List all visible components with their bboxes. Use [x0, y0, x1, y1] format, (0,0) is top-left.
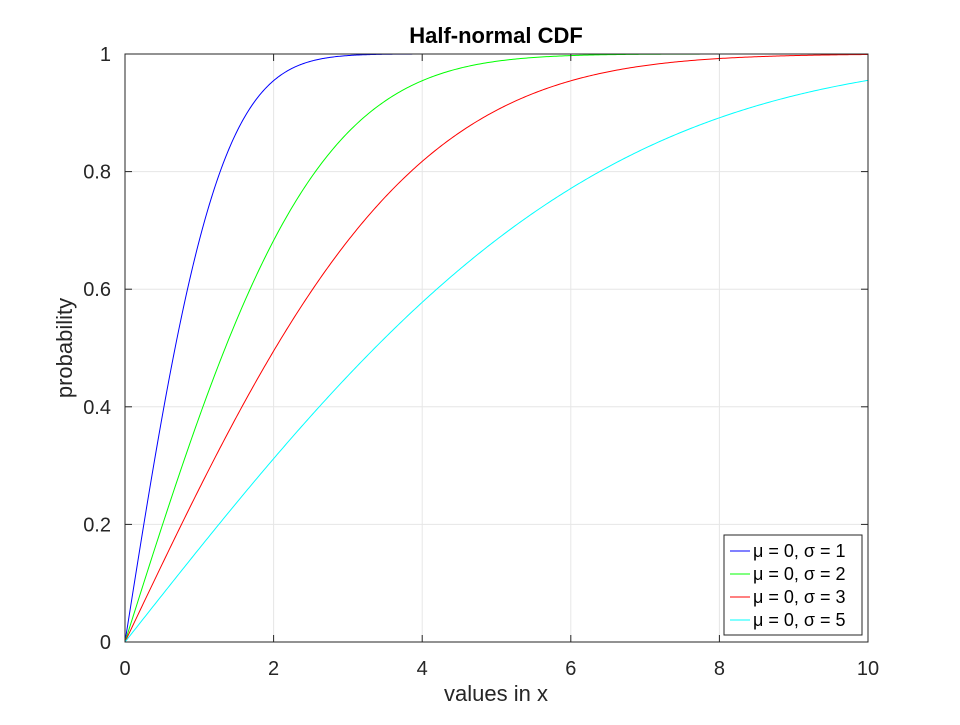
y-tick-label: 0.8	[83, 162, 111, 184]
legend-box	[723, 534, 863, 636]
y-tick-label: 1	[100, 44, 111, 66]
legend-label: μ = 0, σ = 3	[753, 587, 846, 607]
chart-title: Half-normal CDF	[409, 23, 583, 48]
legend-items: μ = 0, σ = 1 μ = 0, σ = 2 μ = 0, σ = 3 μ = …	[730, 541, 846, 630]
legend-label: μ = 0, σ = 5	[753, 610, 846, 630]
y-axis-label: probability	[52, 298, 77, 398]
plot-frame	[124, 53, 869, 643]
legend-label: μ = 0, σ = 2	[753, 564, 846, 584]
y-tick-label: 0.4	[83, 397, 111, 419]
y-tick-label: 0	[100, 632, 111, 654]
series-line	[124, 54, 869, 643]
y-tick-label: 0.6	[83, 279, 111, 301]
x-tick-label: 2	[268, 658, 279, 680]
x-tick-label: 10	[857, 658, 879, 680]
x-tick-label: 4	[417, 658, 428, 680]
x-tick-label: 0	[119, 658, 130, 680]
axis-ticks: 0 2 4 6 8 10 0 0.2 0.4 0.6 0.8 1	[83, 44, 879, 680]
x-tick-label: 6	[565, 658, 576, 680]
legend: μ = 0, σ = 1 μ = 0, σ = 2 μ = 0, σ = 3 μ = …	[723, 534, 863, 636]
y-tick-label: 0.2	[83, 514, 111, 536]
legend-label: μ = 0, σ = 1	[753, 541, 846, 561]
x-tick-label: 8	[714, 658, 725, 680]
x-axis-label: values in x	[444, 681, 548, 706]
series-line	[124, 79, 869, 643]
